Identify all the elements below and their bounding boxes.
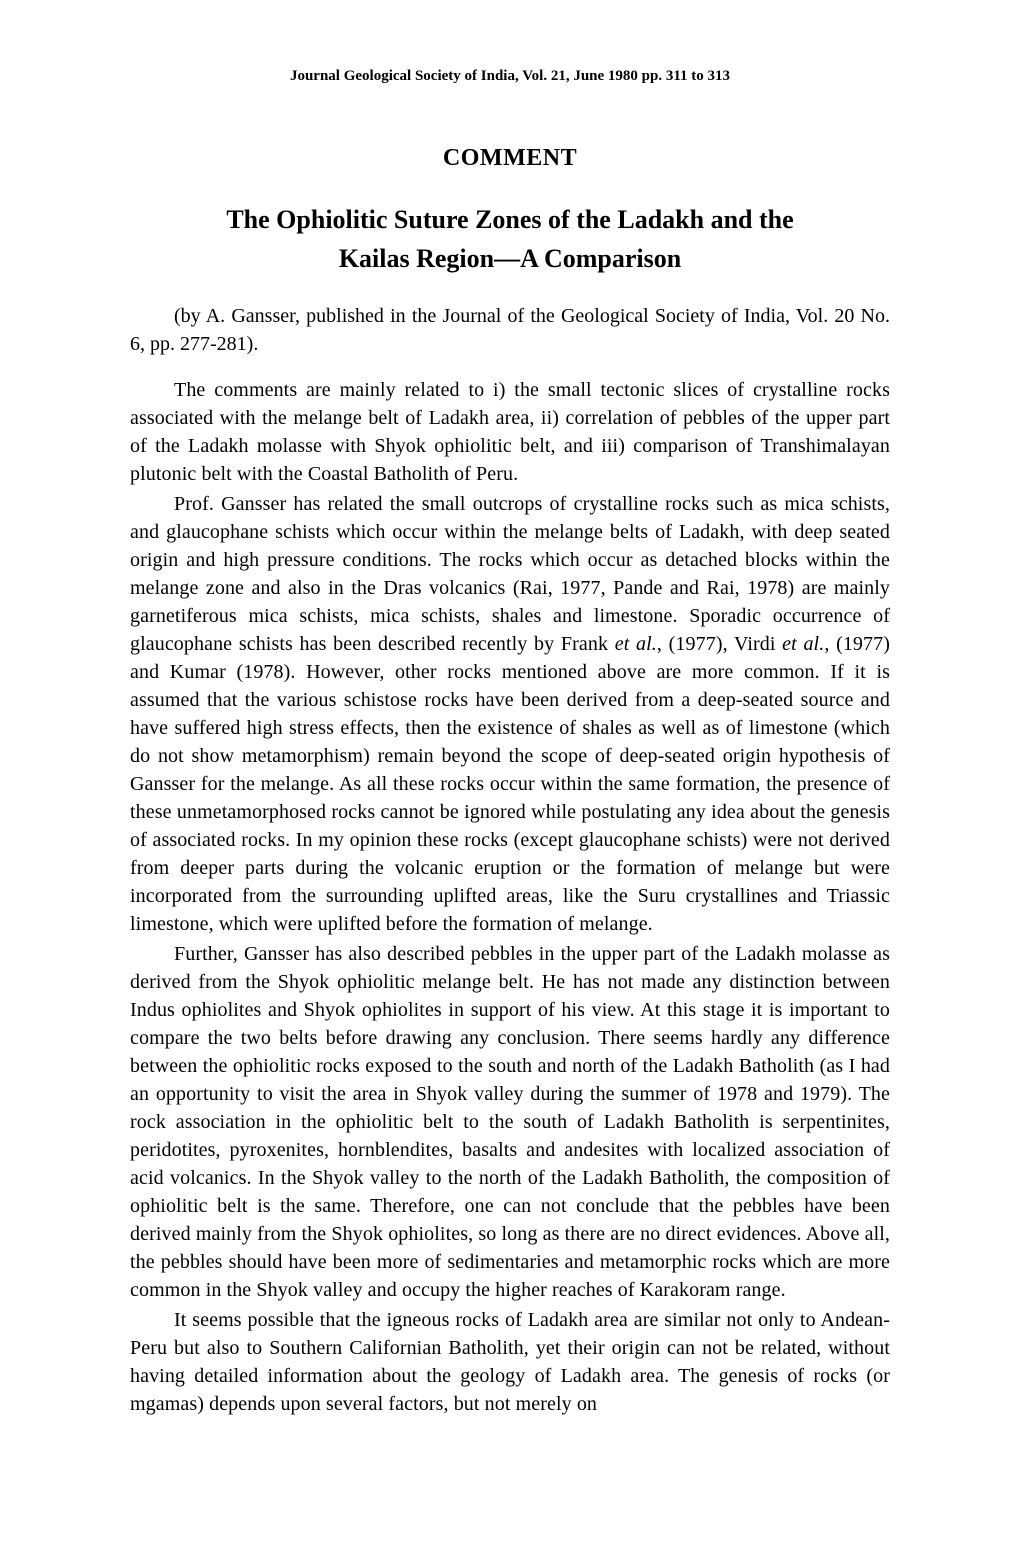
- p2-etal-1: et al.: [615, 633, 657, 655]
- p2-etal-2: et al.: [782, 633, 824, 655]
- p2-text-a: Prof. Gansser has related the small outc…: [130, 493, 890, 655]
- attribution: (by A. Gansser, published in the Journal…: [130, 302, 890, 358]
- article-title: The Ophiolitic Suture Zones of the Ladak…: [130, 200, 890, 278]
- title-line-1: The Ophiolitic Suture Zones of the Ladak…: [226, 205, 793, 234]
- running-head: Journal Geological Society of India, Vol…: [130, 68, 890, 85]
- paragraph-1: The comments are mainly related to i) th…: [130, 376, 890, 488]
- paragraph-3: Further, Gansser has also described pebb…: [130, 940, 890, 1304]
- paragraph-4: It seems possible that the igneous rocks…: [130, 1306, 890, 1418]
- title-line-2: Kailas Region—A Comparison: [339, 244, 681, 273]
- p2-text-b: , (1977), Virdi: [657, 633, 782, 655]
- section-label: COMMENT: [130, 145, 890, 172]
- p2-text-c: , (1977) and Kumar (1978). However, othe…: [130, 633, 890, 935]
- paragraph-2: Prof. Gansser has related the small outc…: [130, 490, 890, 938]
